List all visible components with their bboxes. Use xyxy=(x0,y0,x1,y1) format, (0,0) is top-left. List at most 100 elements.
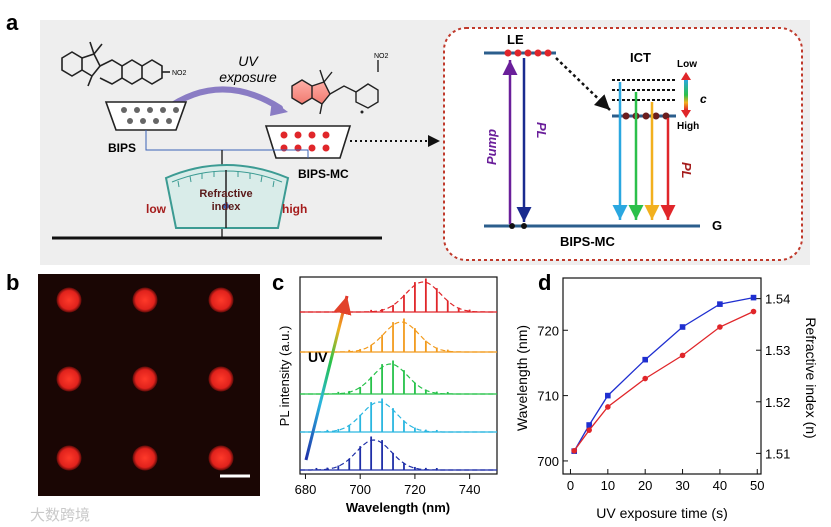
microlaser-dot xyxy=(56,366,82,392)
microlaser-dot xyxy=(56,445,82,471)
panel-d-x-label: UV exposure time (s) xyxy=(596,505,727,521)
refractive-index-point xyxy=(642,375,648,382)
panel-d-y-tick-label: 720 xyxy=(537,323,559,338)
pl-right-label: PL xyxy=(679,162,694,179)
low-label: Low xyxy=(677,59,697,70)
panel-d-y2-tick-label: 1.51 xyxy=(765,446,790,461)
panel-d-y-tick-label: 700 xyxy=(537,454,559,469)
nitro-group-left: NO2 xyxy=(172,70,187,77)
panel-c-x-label: Wavelength (nm) xyxy=(346,500,450,515)
le-to-ict-transfer xyxy=(555,57,611,111)
microlaser-dot xyxy=(208,366,234,392)
microlaser-dot xyxy=(208,287,234,313)
panel-b-letter: b xyxy=(6,270,19,295)
panel-d-y-label-right: Refractive index (n) xyxy=(803,317,819,438)
bips-label: BIPS xyxy=(108,141,136,155)
panel-d-x-tick-label: 20 xyxy=(638,478,652,493)
panel-c-y-label: PL intensity (a.u.) xyxy=(277,326,292,427)
panel-d-y2-tick-label: 1.52 xyxy=(765,395,790,410)
panel-d-y-label-left: Wavelength (nm) xyxy=(514,325,530,431)
panel-d-series xyxy=(571,294,757,454)
spectrum-5-envelope xyxy=(300,281,497,313)
ict-electrons xyxy=(622,112,670,120)
wavelength-point xyxy=(586,422,592,428)
microlaser-dot xyxy=(56,287,82,313)
refractive-index-point xyxy=(717,324,723,330)
refractive-index-point xyxy=(605,404,611,410)
ground-label: G xyxy=(712,218,722,233)
wavelength-point xyxy=(717,301,723,307)
bips-container xyxy=(104,101,188,131)
panel-d-x-tick-label: 50 xyxy=(750,478,764,493)
panel-b: b xyxy=(6,270,260,496)
microlaser-dot xyxy=(132,366,158,392)
le-electrons xyxy=(504,49,552,57)
panel-d-x-tick-label: 0 xyxy=(567,478,574,493)
panel-d-frame xyxy=(562,277,762,475)
microlaser-dot xyxy=(132,445,158,471)
panel-d-axes: 0 10 20 30 40 50 700 710 720 1.51 1.52 1.53 1.54 xyxy=(537,292,790,493)
high-label: High xyxy=(677,121,699,132)
wavelength-point xyxy=(642,356,648,363)
ict-label: ICT xyxy=(630,50,651,65)
microlaser-array xyxy=(56,287,234,471)
wavelength-point xyxy=(605,392,611,399)
microlaser-dot xyxy=(208,445,234,471)
panel-d-y-tick-label: 710 xyxy=(537,389,559,404)
panel-c: c 680 700 720 740 UV Wavelength (nm) PL int… xyxy=(272,270,498,515)
exposure-label: exposure xyxy=(219,69,277,85)
spectrum-3-envelope xyxy=(300,363,497,395)
balance-strings xyxy=(145,130,309,158)
panel-c-tick-label: 720 xyxy=(404,482,426,497)
refractive-index-point xyxy=(586,427,592,433)
gauge-low-label: low xyxy=(146,202,167,216)
panel-c-frame xyxy=(299,276,498,475)
watermark: 大数跨境 xyxy=(30,506,90,524)
wavelength-line xyxy=(573,296,754,452)
wavelength-point xyxy=(750,294,757,301)
spectrum-1-envelope xyxy=(300,439,497,471)
spectrum-2-envelope xyxy=(300,401,497,433)
panel-c-tick-label: 700 xyxy=(349,482,371,497)
wavelength-point xyxy=(679,324,686,330)
panel-c-tick-label: 680 xyxy=(295,482,317,497)
ground-species-label: BIPS-MC xyxy=(560,234,616,249)
refractive-index-point xyxy=(679,352,686,359)
gauge-high-label: high xyxy=(282,202,307,216)
panel-c-uv-label: UV xyxy=(308,349,328,365)
refractive-index-gauge xyxy=(164,164,290,229)
c-label: c xyxy=(700,92,707,106)
gauge-title-line2: index xyxy=(212,201,242,213)
panel-a-letter: a xyxy=(6,10,19,35)
panel-c-tick-label: 740 xyxy=(459,482,481,497)
uv-arrow-head xyxy=(270,100,288,116)
refractive-index-line xyxy=(573,310,754,452)
refractive-index-point xyxy=(571,447,578,454)
panel-a: a NO2 UV exposure NO2 xyxy=(6,10,810,265)
uv-trend-arrow xyxy=(304,295,352,461)
energy-diagram-frame xyxy=(443,27,803,261)
panel-d-x-tick-label: 40 xyxy=(713,478,727,493)
bips-mc-molecule xyxy=(291,60,379,115)
uv-label: UV xyxy=(238,53,259,69)
bips-molecule xyxy=(61,41,170,87)
bips-mc-label: BIPS-MC xyxy=(298,167,349,181)
panel-d: d 0 10 20 30 40 50 700 710 720 1.51 1.52 1.53 1.54 U… xyxy=(514,270,819,521)
panel-c-letter: c xyxy=(272,270,284,295)
microlaser-dot xyxy=(132,287,158,313)
pump-label: Pump xyxy=(484,129,499,165)
nitro-group-right: NO2 xyxy=(374,53,389,60)
pl-left-label: PL xyxy=(534,122,549,139)
pl-spectra xyxy=(300,278,497,471)
ict-gradient-arrow xyxy=(684,80,688,110)
refractive-index-point xyxy=(750,308,757,315)
panel-d-letter: d xyxy=(538,270,551,295)
ict-levels xyxy=(612,79,676,101)
panel-d-x-tick-label: 10 xyxy=(601,478,615,493)
panel-d-y2-tick-label: 1.53 xyxy=(765,343,790,358)
panel-c-x-ticks: 680 700 720 740 xyxy=(295,474,481,497)
gauge-title-line1: Refractive xyxy=(199,188,252,200)
panel-d-x-tick-label: 30 xyxy=(675,478,689,493)
spectrum-4-envelope xyxy=(300,321,497,353)
